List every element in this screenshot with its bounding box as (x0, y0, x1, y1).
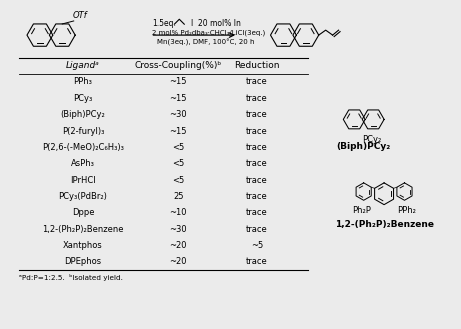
Text: ~5: ~5 (251, 241, 263, 250)
Text: OTf: OTf (73, 11, 88, 20)
Text: Reduction: Reduction (234, 61, 279, 70)
Text: 1.5eq.: 1.5eq. (153, 19, 177, 28)
Text: Ligandᵃ: Ligandᵃ (66, 61, 100, 70)
Text: ~20: ~20 (170, 241, 187, 250)
Text: <5: <5 (172, 176, 184, 185)
Text: ~15: ~15 (170, 94, 187, 103)
Text: PPh₂: PPh₂ (397, 206, 416, 215)
Text: ~10: ~10 (170, 208, 187, 217)
Text: trace: trace (246, 110, 268, 119)
Text: (Biph)PCy₂: (Biph)PCy₂ (60, 110, 105, 119)
Text: trace: trace (246, 159, 268, 168)
Text: AsPh₃: AsPh₃ (71, 159, 95, 168)
Text: trace: trace (246, 225, 268, 234)
Text: P(2-furyl)₃: P(2-furyl)₃ (62, 127, 104, 136)
Text: ~15: ~15 (170, 77, 187, 87)
Text: Mn(3eq.), DMF, 100°C, 20 h: Mn(3eq.), DMF, 100°C, 20 h (158, 38, 255, 46)
Text: trace: trace (246, 192, 268, 201)
Text: ~15: ~15 (170, 127, 187, 136)
Text: P(2,6-(-MeO)₂C₆H₃)₃: P(2,6-(-MeO)₂C₆H₃)₃ (42, 143, 124, 152)
Text: ~30: ~30 (170, 110, 187, 119)
Text: (Biph)PCy₂: (Biph)PCy₂ (337, 142, 391, 151)
Text: 25: 25 (173, 192, 183, 201)
Text: PPh₃: PPh₃ (73, 77, 92, 87)
Text: trace: trace (246, 257, 268, 266)
Text: trace: trace (246, 143, 268, 152)
Text: PCy₃(PdBr₂): PCy₃(PdBr₂) (59, 192, 107, 201)
Text: Cross-Coupling(%)ᵇ: Cross-Coupling(%)ᵇ (135, 61, 222, 70)
Text: PCy₃: PCy₃ (73, 94, 93, 103)
Text: ~20: ~20 (170, 257, 187, 266)
Text: Ph₂P: Ph₂P (352, 206, 371, 215)
Text: trace: trace (246, 208, 268, 217)
Text: Dppe: Dppe (71, 208, 94, 217)
Text: trace: trace (246, 176, 268, 185)
Text: <5: <5 (172, 159, 184, 168)
Text: trace: trace (246, 94, 268, 103)
Text: I: I (190, 19, 193, 28)
Text: ᵃPd:P=1:2.5.  ᵇIsolated yield.: ᵃPd:P=1:2.5. ᵇIsolated yield. (19, 273, 123, 281)
Text: 2 mol% Pd₂dba₃·CHCl₃/LiCl(3eq.): 2 mol% Pd₂dba₃·CHCl₃/LiCl(3eq.) (153, 30, 266, 37)
Text: 1,2-(Ph₂P)₂Benzene: 1,2-(Ph₂P)₂Benzene (42, 225, 124, 234)
Text: IPrHCl: IPrHCl (70, 176, 96, 185)
Text: trace: trace (246, 127, 268, 136)
Text: PCy₂: PCy₂ (362, 135, 381, 144)
Text: <5: <5 (172, 143, 184, 152)
Text: 1,2-(Ph₂P)₂Benzene: 1,2-(Ph₂P)₂Benzene (335, 220, 433, 229)
Text: trace: trace (246, 77, 268, 87)
Text: ~30: ~30 (170, 225, 187, 234)
Text: DPEphos: DPEphos (65, 257, 101, 266)
Text: 20 mol% In: 20 mol% In (198, 19, 241, 28)
Text: Xantphos: Xantphos (63, 241, 103, 250)
